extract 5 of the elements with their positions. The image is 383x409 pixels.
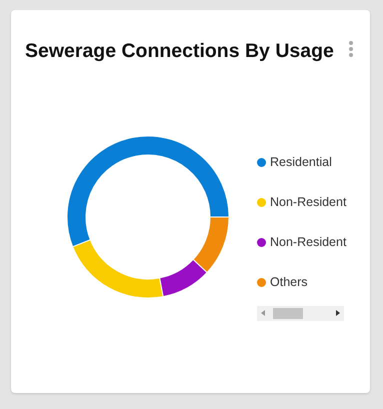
chart-title: Sewerage Connections By Usage: [25, 40, 334, 63]
legend-label: Non-Resident: [270, 235, 346, 249]
legend-label: Others: [270, 275, 308, 289]
legend-label: Non-Resident: [270, 195, 346, 209]
legend-label: Residential: [270, 155, 332, 169]
